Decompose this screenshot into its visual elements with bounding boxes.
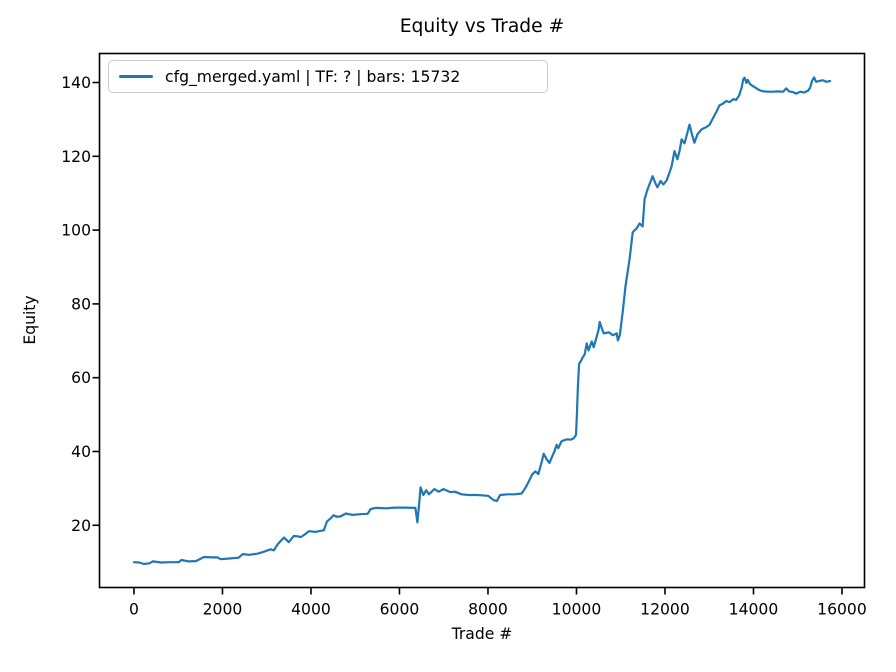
y-tick-label: 60 bbox=[71, 369, 91, 387]
legend-line-sample-icon bbox=[119, 75, 153, 78]
y-axis-label: Equity bbox=[21, 295, 39, 345]
legend-label: cfg_merged.yaml | TF: ? | bars: 15732 bbox=[165, 67, 461, 86]
x-tick-label: 10000 bbox=[552, 601, 602, 619]
axes-spines bbox=[98, 52, 866, 589]
y-tick-label: 40 bbox=[71, 443, 91, 461]
y-tick-label: 100 bbox=[61, 222, 91, 240]
legend: cfg_merged.yaml | TF: ? | bars: 15732 bbox=[108, 60, 548, 93]
y-tick-label: 140 bbox=[61, 74, 91, 92]
x-tick-label: 4000 bbox=[291, 601, 331, 619]
y-tick-label: 80 bbox=[71, 295, 91, 313]
equity-curve bbox=[132, 76, 832, 566]
x-tick-label: 12000 bbox=[640, 601, 690, 619]
chart-title: Equity vs Trade # bbox=[399, 16, 565, 37]
x-tick-label: 2000 bbox=[203, 601, 243, 619]
y-tick-label: 120 bbox=[61, 148, 91, 166]
x-tick-label: 0 bbox=[129, 601, 139, 619]
y-tick-label: 20 bbox=[71, 517, 91, 535]
x-tick-label: 6000 bbox=[380, 601, 420, 619]
x-tick-label: 16000 bbox=[817, 601, 867, 619]
x-tick-label: 14000 bbox=[729, 601, 779, 619]
x-axis-label: Trade # bbox=[451, 625, 513, 643]
x-tick-label: 8000 bbox=[468, 601, 508, 619]
